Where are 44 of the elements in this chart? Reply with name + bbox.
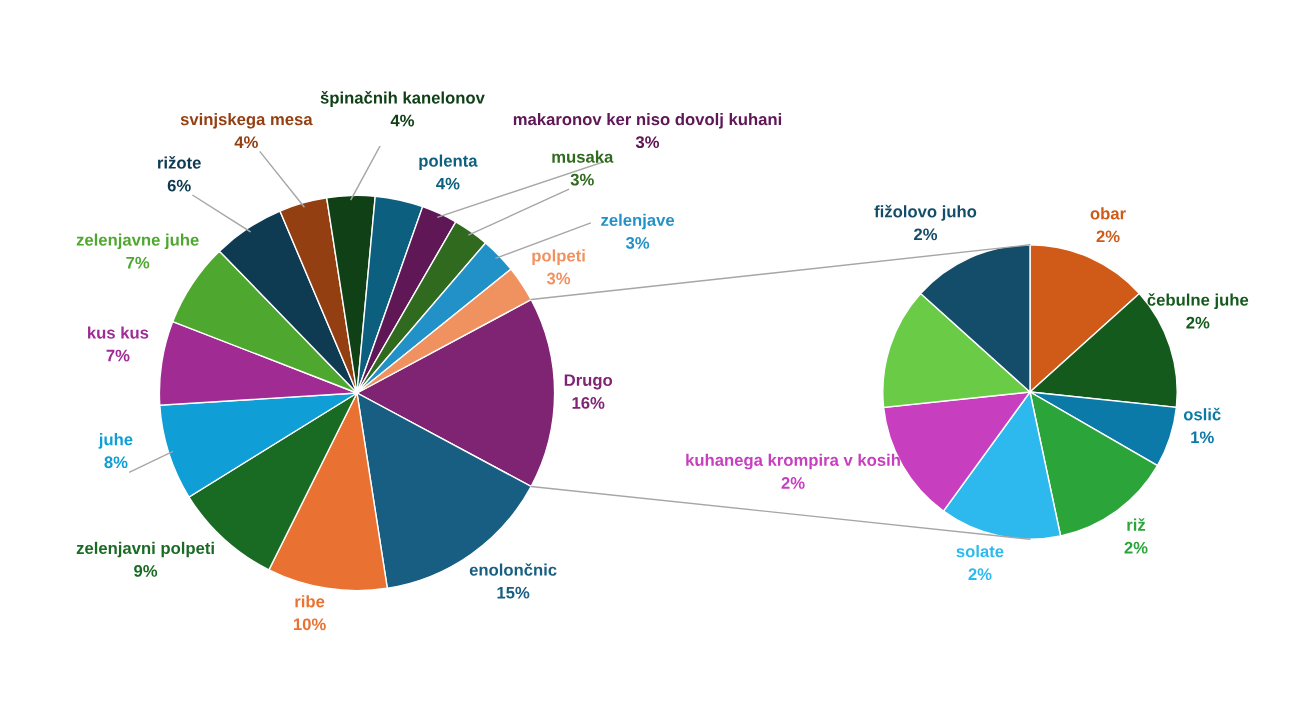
slice-label: riž bbox=[1127, 518, 1146, 531]
slice-label: musaka bbox=[552, 150, 614, 163]
slice-label: svinjskega mesa bbox=[180, 112, 313, 129]
data-label: 2% bbox=[914, 228, 938, 241]
slice-label: enolončnic bbox=[469, 563, 557, 576]
slice-label: makaronov ker niso dovolj kuhani bbox=[513, 113, 782, 129]
slice-label: fižolovo juho bbox=[874, 204, 977, 221]
data-label: 7% bbox=[106, 349, 130, 362]
data-label: 10% bbox=[293, 618, 326, 631]
slice-label: kus kus bbox=[88, 326, 149, 339]
slice-label: kuhanega krompira v kosih bbox=[686, 453, 900, 470]
data-label: 3% bbox=[635, 136, 660, 149]
slice-label: zelenjavne juhe bbox=[76, 233, 199, 250]
data-label: 2% bbox=[968, 568, 992, 581]
data-label: 9% bbox=[134, 565, 158, 577]
data-label: 4% bbox=[390, 114, 415, 127]
slice-label: ribe bbox=[295, 595, 325, 608]
data-label: 2% bbox=[1124, 541, 1148, 554]
data-label: 2% bbox=[1096, 230, 1120, 243]
slice-label: solate bbox=[956, 545, 1004, 558]
slice-label: polpeti bbox=[532, 249, 585, 265]
slice-label: oslič bbox=[1183, 407, 1221, 421]
data-label: 15% bbox=[497, 586, 530, 599]
data-label: 7% bbox=[126, 256, 150, 269]
data-label: 2% bbox=[1186, 316, 1210, 329]
slice-label: rižote bbox=[158, 156, 201, 169]
data-label: 2% bbox=[781, 477, 805, 489]
data-label: 4% bbox=[234, 136, 258, 149]
data-label: 6% bbox=[167, 179, 191, 192]
data-label: 3% bbox=[570, 173, 594, 186]
data-label: 8% bbox=[104, 456, 128, 469]
data-label: 4% bbox=[436, 177, 460, 190]
slice-label: špinačnih kanelonov bbox=[320, 91, 485, 107]
slice-label: zelenjavni polpeti bbox=[76, 541, 214, 558]
slice-label: obar bbox=[1090, 207, 1126, 220]
slice-label: Drugo bbox=[564, 374, 613, 390]
slice-label: juhe bbox=[98, 433, 133, 449]
slice-label: zelenjave bbox=[601, 213, 675, 230]
slice-label: polenta bbox=[419, 154, 478, 171]
slice-label: čebulne juhe bbox=[1147, 293, 1249, 310]
data-label: 3% bbox=[625, 237, 650, 249]
data-label: 16% bbox=[572, 397, 605, 409]
data-label: 1% bbox=[1191, 431, 1214, 444]
data-label: 3% bbox=[546, 272, 571, 285]
